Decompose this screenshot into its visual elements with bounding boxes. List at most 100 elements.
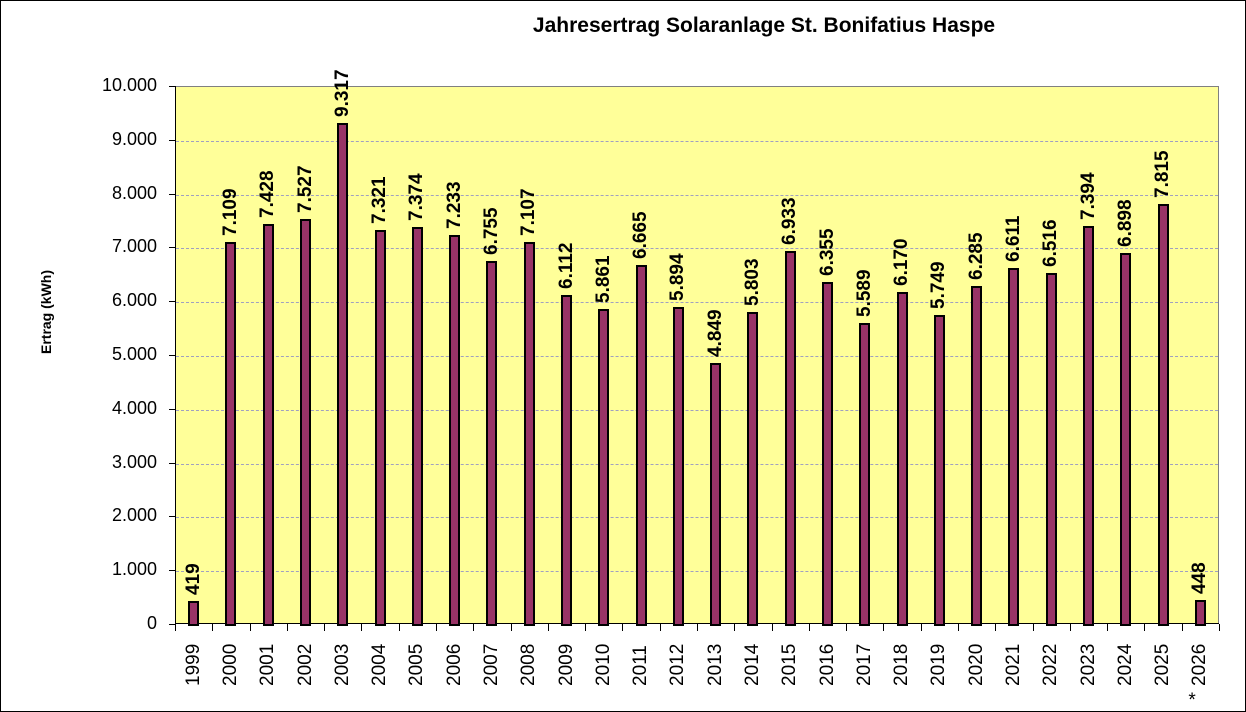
x-tick bbox=[659, 624, 661, 631]
y-tick-label: 2.000 bbox=[111, 505, 157, 526]
x-tick bbox=[1069, 624, 1071, 631]
bar bbox=[300, 219, 311, 626]
y-tick bbox=[169, 570, 175, 572]
x-tick bbox=[510, 624, 512, 631]
bar bbox=[449, 234, 461, 626]
bar-value-label: 7.109 bbox=[219, 187, 241, 236]
x-tick-label: 1999 bbox=[182, 643, 204, 686]
x-tick bbox=[883, 624, 885, 631]
bar bbox=[971, 285, 983, 626]
bar-value-label: 9.317 bbox=[331, 69, 353, 117]
x-tick-label: 2023 bbox=[1077, 643, 1099, 686]
x-tick-label: 2018 bbox=[891, 643, 913, 686]
y-tick bbox=[169, 408, 175, 410]
y-tick bbox=[169, 193, 175, 195]
x-tick bbox=[734, 624, 736, 631]
y-tick bbox=[169, 86, 175, 87]
x-tick-label: 2002 bbox=[294, 643, 316, 686]
x-tick-label: 2022 bbox=[1040, 643, 1062, 686]
y-tick-label: 1.000 bbox=[111, 559, 157, 580]
bar bbox=[1008, 268, 1020, 626]
x-tick bbox=[361, 624, 363, 631]
x-tick-label: 2019 bbox=[928, 643, 950, 686]
bar-value-label: 6.755 bbox=[480, 207, 502, 255]
bar-value-label: 6.898 bbox=[1114, 199, 1136, 247]
x-tick-label: 2015 bbox=[779, 643, 801, 686]
x-tick-label: 2005 bbox=[406, 643, 428, 686]
x-tick bbox=[1181, 624, 1183, 631]
bar-value-label: 6.665 bbox=[630, 211, 652, 260]
bar bbox=[188, 601, 200, 626]
y-tick bbox=[169, 301, 175, 303]
x-tick bbox=[436, 624, 437, 631]
bar bbox=[635, 265, 647, 626]
bar bbox=[822, 282, 833, 626]
bar bbox=[225, 241, 237, 626]
y-tick bbox=[169, 247, 175, 249]
bar bbox=[337, 122, 349, 626]
x-tick-label: 2013 bbox=[704, 643, 726, 686]
gridline bbox=[176, 463, 1218, 465]
x-tick bbox=[846, 624, 848, 631]
y-tick-label: 6.000 bbox=[111, 290, 157, 311]
y-tick-label: 5.000 bbox=[111, 344, 157, 364]
bar bbox=[374, 230, 386, 626]
bar bbox=[1194, 599, 1206, 626]
y-tick bbox=[169, 462, 175, 464]
bar-value-label: 7.321 bbox=[369, 176, 391, 225]
bar bbox=[710, 363, 722, 626]
x-tick bbox=[771, 624, 773, 631]
x-tick-label: 2020 bbox=[965, 643, 987, 686]
bar-value-label: 5.861 bbox=[592, 255, 614, 303]
x-tick-label: 2016 bbox=[816, 643, 838, 686]
bar-value-label: 448 bbox=[1189, 562, 1211, 594]
bar-value-label: 6.285 bbox=[965, 232, 987, 280]
y-tick bbox=[169, 139, 175, 141]
x-tick bbox=[920, 624, 922, 631]
x-tick bbox=[622, 624, 624, 631]
bar-value-label: 6.170 bbox=[891, 238, 913, 287]
gridline bbox=[176, 356, 1218, 357]
x-tick bbox=[808, 624, 810, 631]
x-tick-label: 2014 bbox=[741, 643, 763, 686]
bar bbox=[672, 306, 684, 626]
x-tick bbox=[1107, 624, 1109, 631]
x-tick bbox=[958, 624, 959, 631]
bar-value-label: 6.355 bbox=[816, 228, 838, 277]
y-tick-label: 10.000 bbox=[101, 75, 157, 95]
x-tick bbox=[1144, 624, 1146, 631]
y-tick bbox=[169, 516, 175, 518]
bar bbox=[486, 260, 498, 626]
bar bbox=[262, 224, 274, 626]
gridline bbox=[176, 194, 1218, 196]
bar bbox=[933, 314, 945, 626]
x-tick-label: 2017 bbox=[853, 643, 875, 686]
y-tick-label: 7.000 bbox=[111, 236, 157, 257]
x-tick bbox=[697, 624, 698, 631]
bar-value-label: 7.107 bbox=[518, 188, 540, 236]
x-tick bbox=[1032, 624, 1034, 631]
bar bbox=[1157, 203, 1169, 626]
x-tick bbox=[212, 624, 214, 631]
bar bbox=[1083, 226, 1094, 626]
bar-value-label: 5.749 bbox=[928, 261, 950, 309]
plot-area bbox=[175, 86, 1219, 624]
x-tick bbox=[398, 624, 400, 631]
bar-value-label: 5.894 bbox=[667, 253, 689, 301]
bar bbox=[598, 308, 610, 626]
y-tick-label: 4.000 bbox=[111, 397, 157, 418]
y-tick-label: 8.000 bbox=[111, 182, 157, 203]
x-tick-label: 2007 bbox=[480, 643, 502, 686]
x-tick bbox=[249, 624, 251, 631]
y-tick-label: 0 bbox=[146, 613, 157, 633]
x-tick-label: 2009 bbox=[555, 643, 577, 686]
x-tick-label: 2012 bbox=[667, 643, 689, 686]
x-tick bbox=[995, 624, 997, 631]
x-tick-label: 2010 bbox=[592, 643, 614, 686]
gridline bbox=[176, 571, 1218, 573]
bar-value-label: 7.233 bbox=[443, 181, 465, 229]
bar bbox=[561, 295, 572, 626]
bar-value-label: 7.428 bbox=[257, 170, 279, 219]
x-tick bbox=[286, 624, 288, 631]
bar bbox=[411, 227, 423, 626]
